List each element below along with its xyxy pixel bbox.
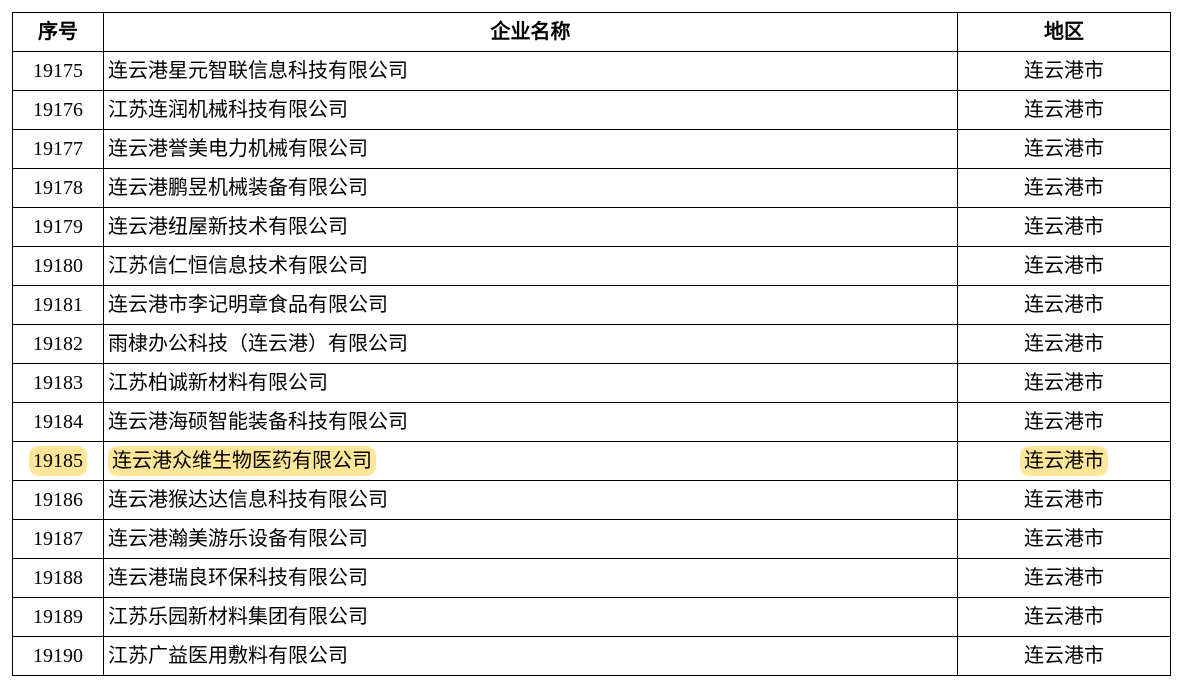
cell-region: 连云港市 bbox=[958, 52, 1171, 91]
table-row: 19179连云港纽屋新技术有限公司连云港市 bbox=[13, 208, 1171, 247]
cell-company-name: 连云港市李记明章食品有限公司 bbox=[104, 286, 958, 325]
col-header-name: 企业名称 bbox=[104, 13, 958, 52]
cell-index: 19176 bbox=[13, 91, 104, 130]
highlight-pill: 连云港市 bbox=[1020, 446, 1108, 476]
cell-region: 连云港市 bbox=[958, 169, 1171, 208]
cell-region: 连云港市 bbox=[958, 208, 1171, 247]
cell-region: 连云港市 bbox=[958, 130, 1171, 169]
table-row: 19186连云港猴达达信息科技有限公司连云港市 bbox=[13, 481, 1171, 520]
cell-company-name: 江苏信仁恒信息技术有限公司 bbox=[104, 247, 958, 286]
table-header: 序号 企业名称 地区 bbox=[13, 13, 1171, 52]
table-row: 19183江苏柏诚新材料有限公司连云港市 bbox=[13, 364, 1171, 403]
cell-index: 19189 bbox=[13, 598, 104, 637]
cell-index: 19182 bbox=[13, 325, 104, 364]
cell-region: 连云港市 bbox=[958, 91, 1171, 130]
cell-company-name: 连云港众维生物医药有限公司 bbox=[104, 442, 958, 481]
cell-index: 19188 bbox=[13, 559, 104, 598]
cell-region: 连云港市 bbox=[958, 286, 1171, 325]
cell-index: 19178 bbox=[13, 169, 104, 208]
cell-region: 连云港市 bbox=[958, 481, 1171, 520]
highlight-pill: 连云港众维生物医药有限公司 bbox=[108, 446, 376, 476]
table-row: 19187连云港瀚美游乐设备有限公司连云港市 bbox=[13, 520, 1171, 559]
col-header-region: 地区 bbox=[958, 13, 1171, 52]
cell-index: 19177 bbox=[13, 130, 104, 169]
cell-company-name: 雨棣办公科技（连云港）有限公司 bbox=[104, 325, 958, 364]
cell-index: 19183 bbox=[13, 364, 104, 403]
col-header-index: 序号 bbox=[13, 13, 104, 52]
cell-company-name: 江苏连润机械科技有限公司 bbox=[104, 91, 958, 130]
cell-company-name: 连云港海硕智能装备科技有限公司 bbox=[104, 403, 958, 442]
table-row: 19184连云港海硕智能装备科技有限公司连云港市 bbox=[13, 403, 1171, 442]
cell-index: 19190 bbox=[13, 637, 104, 676]
cell-company-name: 江苏乐园新材料集团有限公司 bbox=[104, 598, 958, 637]
cell-index: 19180 bbox=[13, 247, 104, 286]
cell-index: 19185 bbox=[13, 442, 104, 481]
cell-company-name: 江苏柏诚新材料有限公司 bbox=[104, 364, 958, 403]
cell-region: 连云港市 bbox=[958, 598, 1171, 637]
cell-region: 连云港市 bbox=[958, 403, 1171, 442]
cell-index: 19184 bbox=[13, 403, 104, 442]
cell-region: 连云港市 bbox=[958, 325, 1171, 364]
table-row: 19190江苏广益医用敷料有限公司连云港市 bbox=[13, 637, 1171, 676]
table-row: 19175连云港星元智联信息科技有限公司连云港市 bbox=[13, 52, 1171, 91]
cell-company-name: 连云港誉美电力机械有限公司 bbox=[104, 130, 958, 169]
cell-region: 连云港市 bbox=[958, 520, 1171, 559]
table-row: 19176江苏连润机械科技有限公司连云港市 bbox=[13, 91, 1171, 130]
table-body: 19175连云港星元智联信息科技有限公司连云港市19176江苏连润机械科技有限公… bbox=[13, 52, 1171, 676]
table-row: 19185 连云港众维生物医药有限公司 连云港市 bbox=[13, 442, 1171, 481]
cell-index: 19175 bbox=[13, 52, 104, 91]
table-row: 19188连云港瑞良环保科技有限公司连云港市 bbox=[13, 559, 1171, 598]
cell-region: 连云港市 bbox=[958, 247, 1171, 286]
cell-region: 连云港市 bbox=[958, 364, 1171, 403]
cell-index: 19179 bbox=[13, 208, 104, 247]
company-table: 序号 企业名称 地区 19175连云港星元智联信息科技有限公司连云港市19176… bbox=[12, 12, 1171, 676]
table-row: 19178连云港鹏昱机械装备有限公司连云港市 bbox=[13, 169, 1171, 208]
table-row: 19182雨棣办公科技（连云港）有限公司连云港市 bbox=[13, 325, 1171, 364]
table-row: 19177连云港誉美电力机械有限公司连云港市 bbox=[13, 130, 1171, 169]
table-row: 19180江苏信仁恒信息技术有限公司连云港市 bbox=[13, 247, 1171, 286]
cell-company-name: 江苏广益医用敷料有限公司 bbox=[104, 637, 958, 676]
table-row: 19189江苏乐园新材料集团有限公司连云港市 bbox=[13, 598, 1171, 637]
cell-company-name: 连云港鹏昱机械装备有限公司 bbox=[104, 169, 958, 208]
cell-company-name: 连云港猴达达信息科技有限公司 bbox=[104, 481, 958, 520]
cell-company-name: 连云港瑞良环保科技有限公司 bbox=[104, 559, 958, 598]
cell-company-name: 连云港纽屋新技术有限公司 bbox=[104, 208, 958, 247]
cell-index: 19181 bbox=[13, 286, 104, 325]
cell-index: 19187 bbox=[13, 520, 104, 559]
cell-region: 连云港市 bbox=[958, 442, 1171, 481]
cell-index: 19186 bbox=[13, 481, 104, 520]
cell-company-name: 连云港星元智联信息科技有限公司 bbox=[104, 52, 958, 91]
cell-region: 连云港市 bbox=[958, 559, 1171, 598]
cell-region: 连云港市 bbox=[958, 637, 1171, 676]
cell-company-name: 连云港瀚美游乐设备有限公司 bbox=[104, 520, 958, 559]
table-header-row: 序号 企业名称 地区 bbox=[13, 13, 1171, 52]
table-row: 19181连云港市李记明章食品有限公司连云港市 bbox=[13, 286, 1171, 325]
highlight-pill: 19185 bbox=[29, 446, 87, 476]
